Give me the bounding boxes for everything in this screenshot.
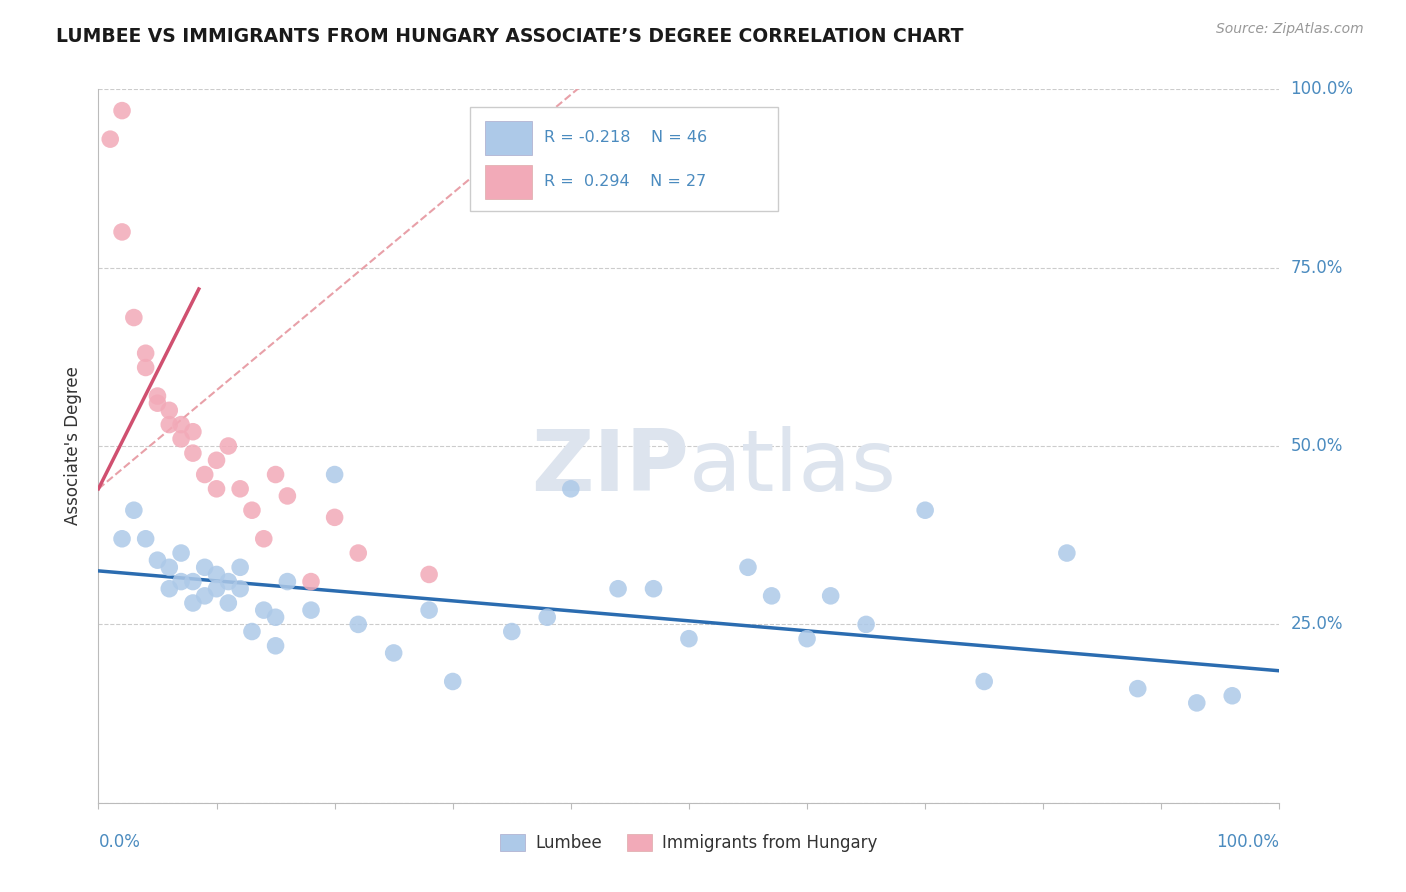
- Point: [146, 396, 169, 410]
- Point: [418, 567, 440, 582]
- Point: [796, 632, 818, 646]
- Point: [914, 503, 936, 517]
- FancyBboxPatch shape: [471, 107, 778, 211]
- Point: [181, 425, 204, 439]
- Point: [205, 567, 228, 582]
- Text: R = -0.218    N = 46: R = -0.218 N = 46: [544, 130, 707, 145]
- Point: [253, 603, 276, 617]
- Point: [111, 225, 134, 239]
- Point: [347, 546, 370, 560]
- Bar: [485, 120, 531, 155]
- Point: [217, 574, 239, 589]
- Point: [98, 132, 121, 146]
- Point: [1185, 696, 1208, 710]
- Point: [170, 574, 193, 589]
- Point: [111, 532, 134, 546]
- Point: [678, 632, 700, 646]
- Point: [501, 624, 523, 639]
- Point: [299, 574, 322, 589]
- Text: 75.0%: 75.0%: [1291, 259, 1343, 277]
- Point: [181, 596, 204, 610]
- Point: [170, 417, 193, 432]
- Text: 100.0%: 100.0%: [1291, 80, 1354, 98]
- Text: LUMBEE VS IMMIGRANTS FROM HUNGARY ASSOCIATE’S DEGREE CORRELATION CHART: LUMBEE VS IMMIGRANTS FROM HUNGARY ASSOCI…: [56, 27, 963, 45]
- Point: [135, 360, 157, 375]
- Point: [1056, 546, 1078, 560]
- Text: atlas: atlas: [689, 425, 897, 509]
- Point: [111, 103, 134, 118]
- Point: [643, 582, 665, 596]
- Point: [299, 603, 322, 617]
- Point: [323, 510, 346, 524]
- Point: [264, 610, 287, 624]
- Point: [205, 482, 228, 496]
- Point: [157, 582, 180, 596]
- Text: 100.0%: 100.0%: [1216, 833, 1279, 851]
- Point: [217, 596, 239, 610]
- Text: ZIP: ZIP: [531, 425, 689, 509]
- Point: [181, 446, 204, 460]
- Point: [170, 546, 193, 560]
- Point: [229, 560, 252, 574]
- Point: [122, 310, 145, 325]
- Point: [1220, 689, 1243, 703]
- Point: [157, 417, 180, 432]
- Point: [761, 589, 783, 603]
- Point: [276, 489, 298, 503]
- Point: [194, 589, 217, 603]
- Point: [205, 582, 228, 596]
- Point: [217, 439, 239, 453]
- Point: [560, 482, 582, 496]
- Point: [737, 560, 759, 574]
- Point: [157, 403, 180, 417]
- Point: [229, 482, 252, 496]
- Point: [122, 503, 145, 517]
- Point: [820, 589, 842, 603]
- Point: [347, 617, 370, 632]
- Text: 0.0%: 0.0%: [98, 833, 141, 851]
- Point: [264, 467, 287, 482]
- Point: [135, 346, 157, 360]
- Text: 50.0%: 50.0%: [1291, 437, 1343, 455]
- Point: [194, 467, 217, 482]
- Point: [146, 553, 169, 567]
- Point: [253, 532, 276, 546]
- Point: [1126, 681, 1149, 696]
- Point: [264, 639, 287, 653]
- Point: [855, 617, 877, 632]
- Point: [229, 582, 252, 596]
- Point: [181, 574, 204, 589]
- Point: [240, 503, 263, 517]
- Point: [194, 560, 217, 574]
- Text: 25.0%: 25.0%: [1291, 615, 1343, 633]
- Point: [157, 560, 180, 574]
- Point: [441, 674, 464, 689]
- Point: [276, 574, 298, 589]
- Bar: [485, 165, 531, 199]
- Point: [170, 432, 193, 446]
- Point: [607, 582, 630, 596]
- Point: [205, 453, 228, 467]
- Point: [418, 603, 440, 617]
- Point: [240, 624, 263, 639]
- Point: [323, 467, 346, 482]
- Legend: Lumbee, Immigrants from Hungary: Lumbee, Immigrants from Hungary: [494, 827, 884, 859]
- Text: Source: ZipAtlas.com: Source: ZipAtlas.com: [1216, 22, 1364, 37]
- Point: [382, 646, 405, 660]
- Y-axis label: Associate's Degree: Associate's Degree: [65, 367, 83, 525]
- Point: [536, 610, 558, 624]
- Point: [973, 674, 995, 689]
- Point: [135, 532, 157, 546]
- Point: [146, 389, 169, 403]
- Text: R =  0.294    N = 27: R = 0.294 N = 27: [544, 175, 706, 189]
